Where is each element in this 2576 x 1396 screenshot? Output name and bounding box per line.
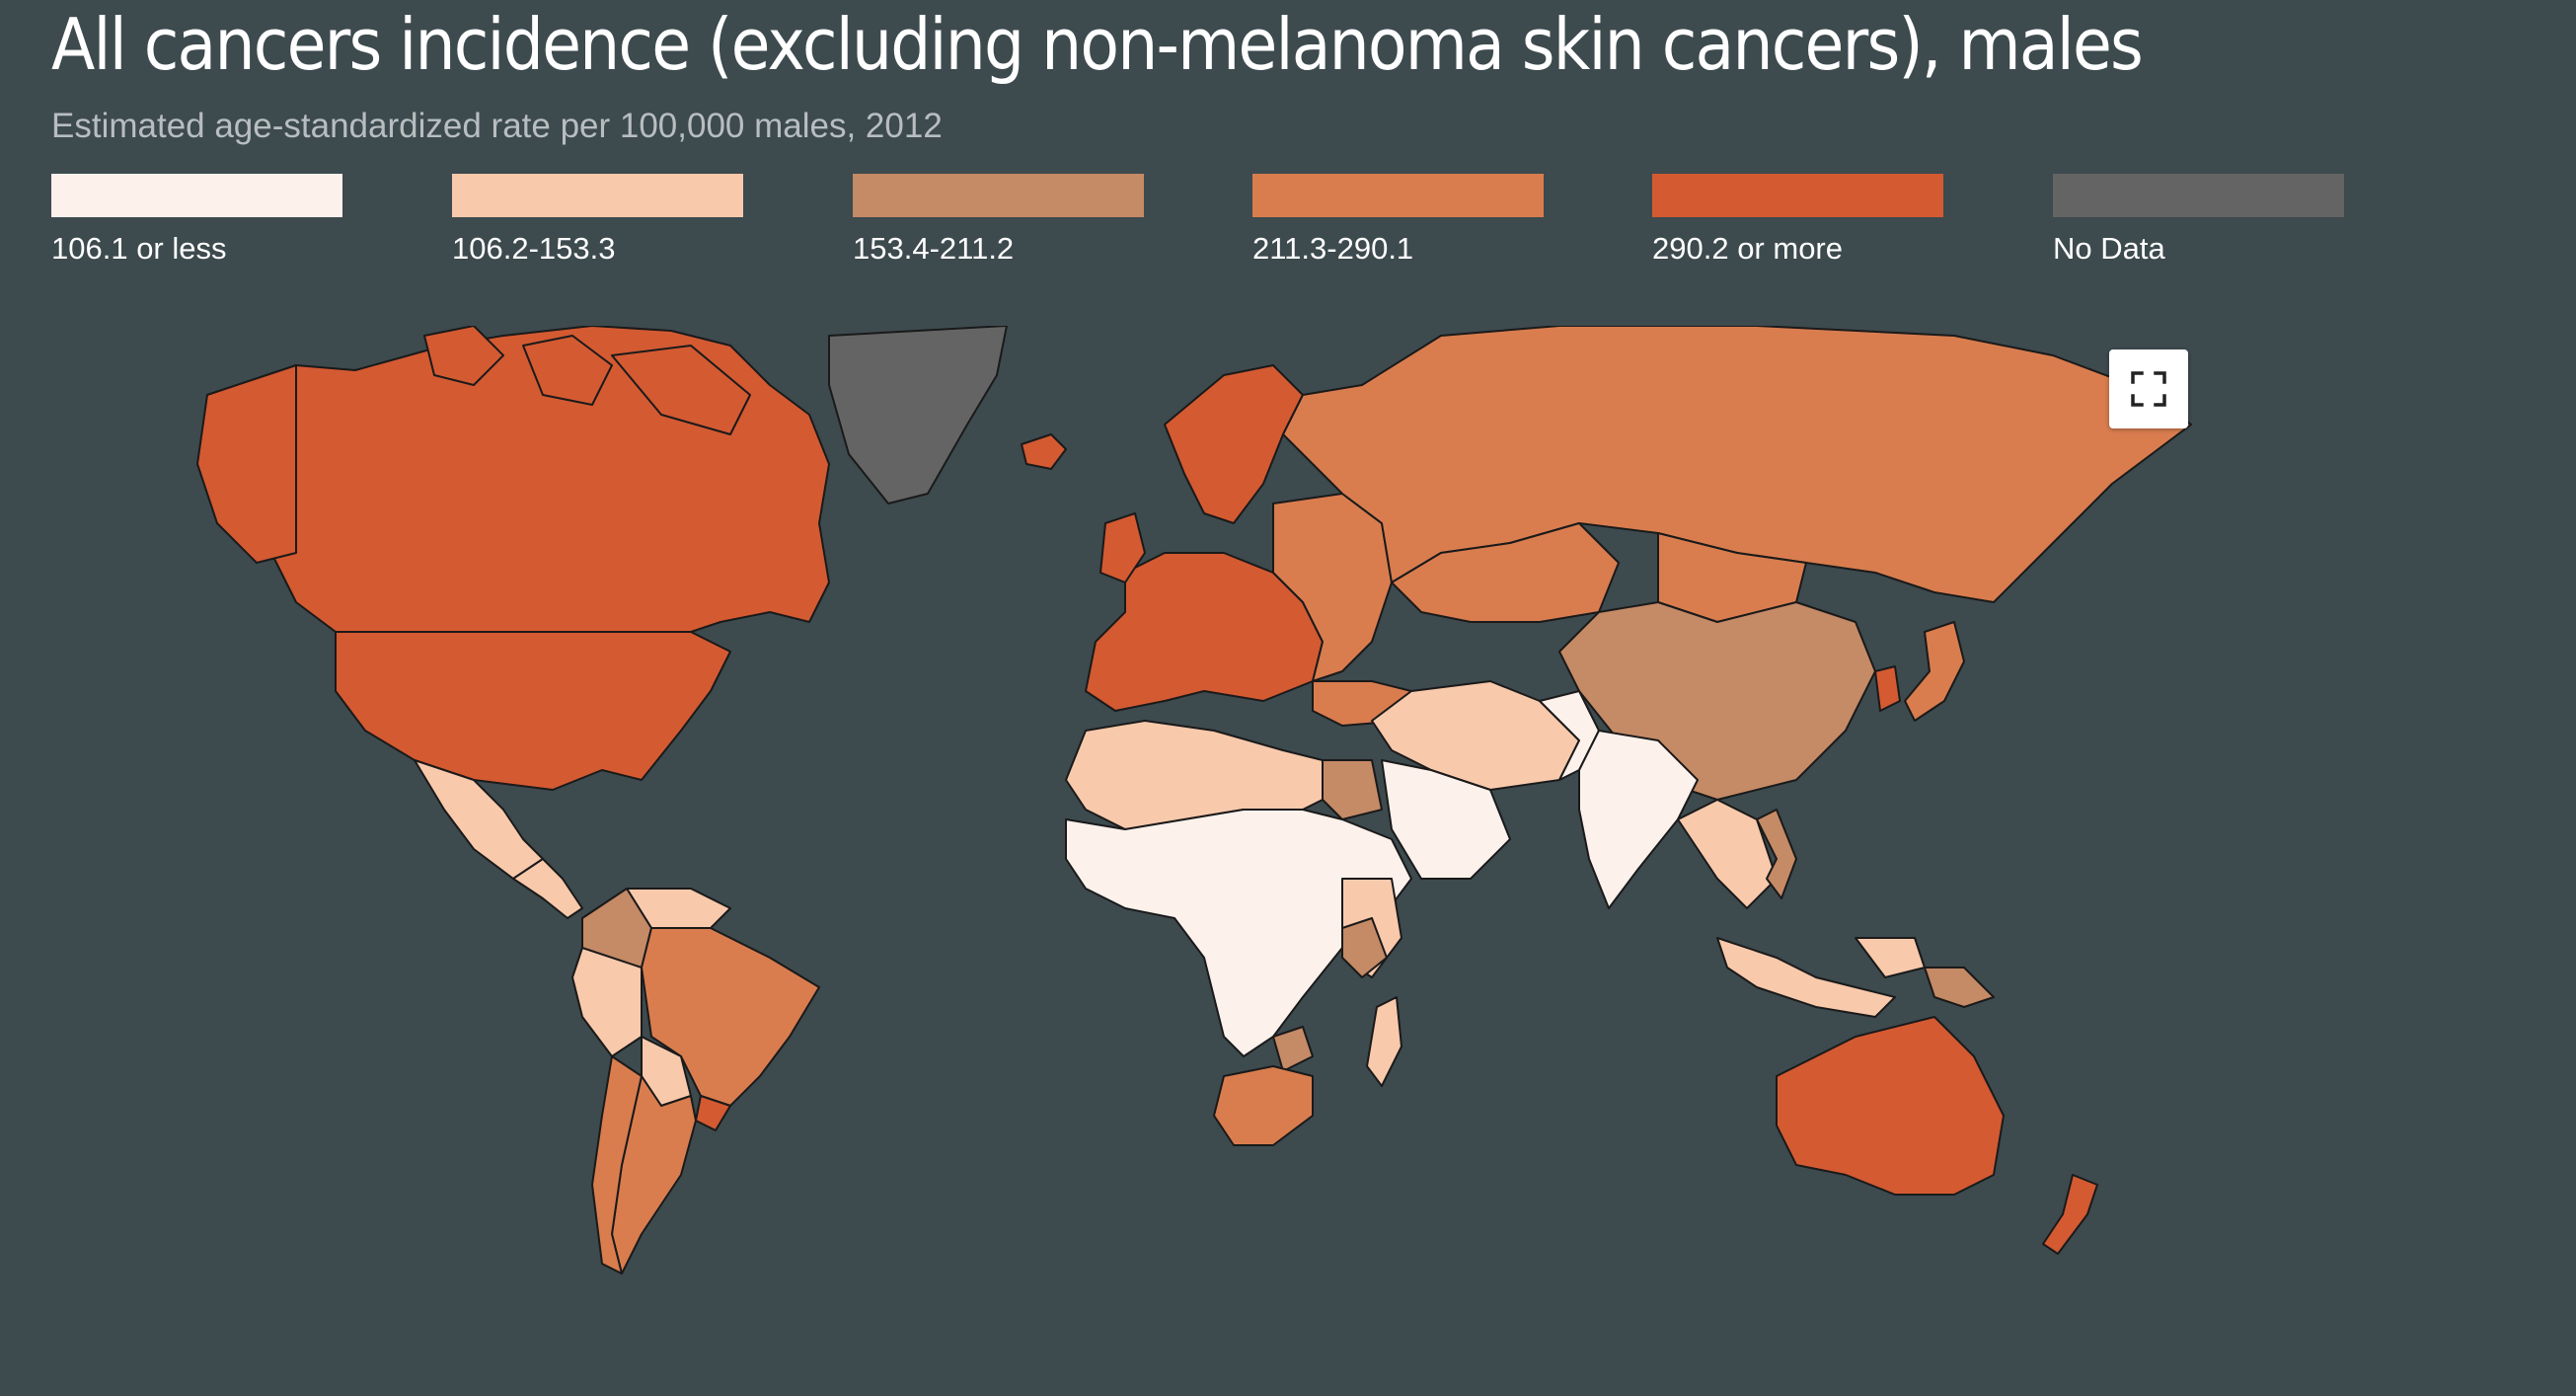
world-map[interactable] [178, 326, 2231, 1333]
legend-item-5: 290.2 or more [1652, 174, 1943, 267]
region-greenland[interactable] [829, 326, 1007, 504]
fullscreen-button[interactable] [2109, 349, 2188, 428]
region-japan[interactable] [1905, 622, 1964, 721]
region-korea[interactable] [1875, 666, 1900, 711]
fullscreen-icon [2129, 369, 2168, 409]
legend-label-5: 290.2 or more [1652, 231, 1943, 267]
legend-label-6: No Data [2053, 231, 2344, 267]
region-new-zealand[interactable] [2043, 1175, 2097, 1254]
legend-item-3: 153.4-211.2 [853, 174, 1144, 267]
region-alaska[interactable] [197, 365, 296, 563]
region-egypt[interactable] [1323, 760, 1382, 819]
map-title: All cancers incidence (excluding non-mel… [51, 0, 2142, 89]
region-peru[interactable] [572, 948, 642, 1056]
legend-swatch-1 [51, 174, 342, 217]
legend-item-2: 106.2-153.3 [452, 174, 743, 267]
region-canada[interactable] [207, 326, 829, 632]
legend-swatch-5 [1652, 174, 1943, 217]
legend-swatch-3 [853, 174, 1144, 217]
region-south-africa[interactable] [1214, 1066, 1313, 1145]
legend-label-2: 106.2-153.3 [452, 231, 743, 267]
region-iceland[interactable] [1022, 434, 1066, 469]
legend-label-1: 106.1 or less [51, 231, 342, 267]
legend-item-6: No Data [2053, 174, 2344, 267]
legend-label-3: 153.4-211.2 [853, 231, 1144, 267]
region-zimbabwe[interactable] [1273, 1027, 1313, 1071]
region-indonesia[interactable] [1717, 938, 1925, 1017]
legend-item-4: 211.3-290.1 [1252, 174, 1544, 267]
region-scandinavia[interactable] [1165, 365, 1303, 523]
region-united-states[interactable] [336, 632, 730, 790]
region-papua-new-guinea[interactable] [1925, 968, 1994, 1007]
legend-swatch-2 [452, 174, 743, 217]
legend-swatch-6 [2053, 174, 2344, 217]
legend-label-4: 211.3-290.1 [1252, 231, 1544, 267]
legend-item-1: 106.1 or less [51, 174, 342, 267]
region-madagascar[interactable] [1367, 997, 1402, 1086]
map-subtitle: Estimated age-standardized rate per 100,… [51, 107, 943, 146]
legend-swatch-4 [1252, 174, 1544, 217]
region-australia[interactable] [1777, 1017, 2004, 1195]
